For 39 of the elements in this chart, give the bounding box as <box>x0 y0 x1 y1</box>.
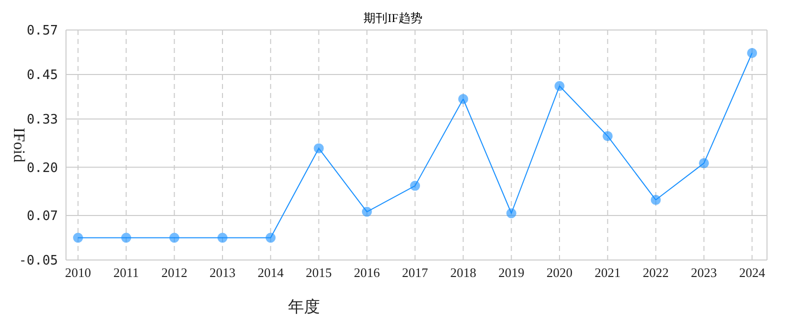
x-tick-label: 2010 <box>65 265 92 280</box>
y-tick-label: 0.45 <box>26 68 58 84</box>
point <box>362 206 372 217</box>
x-tick-label: 2021 <box>594 265 621 280</box>
point <box>747 48 758 58</box>
x-tick-label: 2016 <box>354 265 380 280</box>
point <box>121 232 132 243</box>
point <box>410 180 420 191</box>
x-tick-label: 2020 <box>546 265 572 280</box>
y-tick-label: 0.20 <box>26 160 58 176</box>
point <box>266 232 276 243</box>
point <box>650 194 661 205</box>
x-tick-label: 2018 <box>450 265 476 280</box>
x-tick-label: 2012 <box>161 265 188 280</box>
x-tick-label: 2015 <box>306 265 332 280</box>
chart-title: 期刊IF趋势 <box>364 11 422 25</box>
y-tick-label: 0.57 <box>26 24 58 39</box>
x-tick-label: 2019 <box>498 265 524 280</box>
point <box>217 232 228 243</box>
point <box>458 94 468 104</box>
x-tick-label: 2017 <box>402 265 429 280</box>
x-tick-label: 2013 <box>209 265 236 280</box>
y-tick-label: -0.05 <box>18 254 58 269</box>
x-tick-label: 2011 <box>113 265 139 280</box>
point <box>698 158 709 168</box>
x-tick-label: 2022 <box>642 265 669 280</box>
point <box>506 208 516 218</box>
y-tick-label: 0.33 <box>26 112 58 128</box>
y-tick-label: 0.07 <box>26 209 58 224</box>
y-axis-title: IFoid <box>10 128 27 162</box>
point <box>169 232 180 243</box>
point <box>314 143 324 154</box>
point <box>73 232 84 243</box>
x-tick-label: 2024 <box>739 265 766 280</box>
point <box>602 131 613 142</box>
x-tick-label: 2014 <box>258 265 284 280</box>
x-tick-label: 2023 <box>690 265 717 280</box>
point <box>554 81 564 92</box>
x-axis-title: 年度 <box>288 298 320 316</box>
